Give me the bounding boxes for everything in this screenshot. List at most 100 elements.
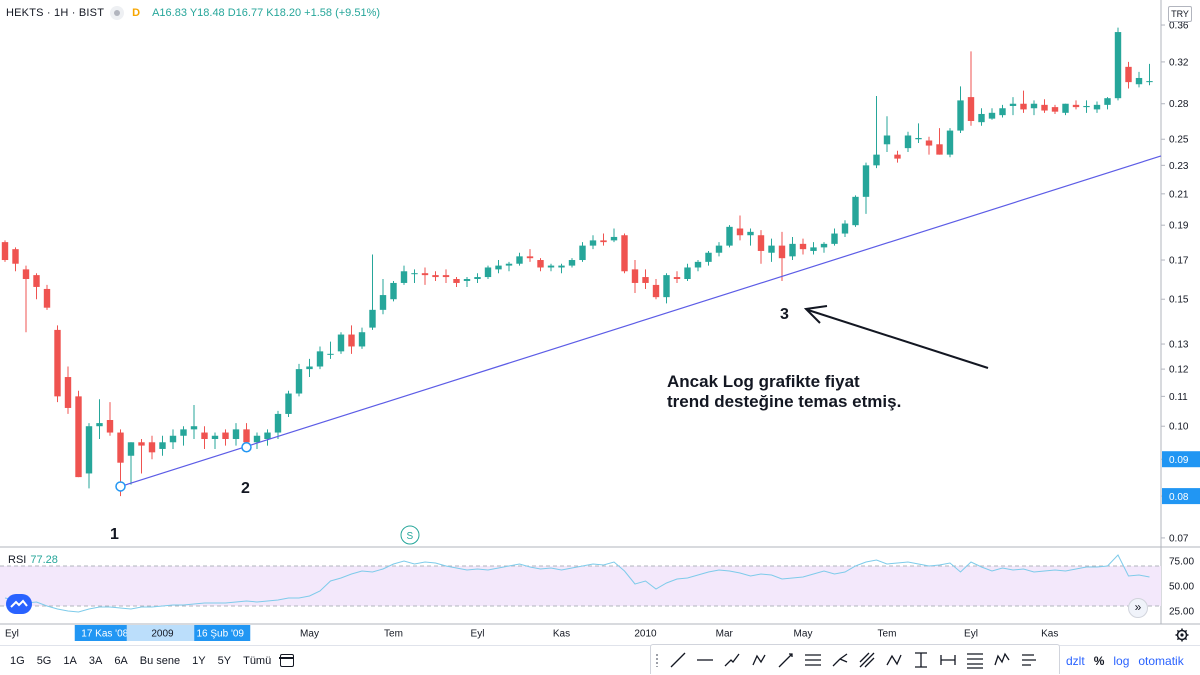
point-label-3: 3 [780, 306, 789, 323]
log-toggle[interactable]: log [1113, 654, 1130, 668]
brush-icon[interactable] [719, 648, 744, 672]
range-5y[interactable]: 5Y [217, 655, 232, 667]
candle-body [757, 235, 765, 251]
candle-body [159, 442, 166, 449]
candle-body [180, 429, 187, 436]
time-tick-label: Kas [1041, 629, 1058, 640]
candle-body [925, 140, 933, 146]
candle-body [778, 245, 786, 259]
pen-icon[interactable] [773, 648, 798, 672]
candle-body [936, 144, 943, 155]
range-5g[interactable]: 5G [36, 655, 52, 667]
scroll-right-button[interactable]: » [1128, 598, 1148, 618]
measure-icon[interactable] [935, 648, 960, 672]
candle-body [411, 273, 418, 275]
candle-body [841, 223, 849, 234]
price-tick-label: 0.19 [1169, 221, 1189, 232]
price-tick-label: 0.28 [1169, 99, 1189, 110]
range-bu-sene[interactable]: Bu sene [139, 655, 181, 667]
range-1g[interactable]: 1G [10, 655, 25, 667]
candle-body [915, 137, 922, 140]
candle-body [684, 267, 691, 280]
range-selector: 1G 5G 1A 3A 6A Bu sene 1Y 5Y Tümü [6, 646, 275, 675]
candle-body [358, 332, 366, 347]
adjust-toggle[interactable]: dzlt [1066, 654, 1085, 668]
gann-icon[interactable] [854, 648, 879, 672]
candle-body [369, 309, 376, 328]
calendar-icon[interactable] [279, 654, 294, 667]
candle-body [474, 277, 481, 280]
candle-body [1020, 103, 1027, 110]
candle-body [337, 334, 345, 352]
time-tick-label: Mar [716, 629, 734, 640]
time-tick-label: Eyl [964, 629, 978, 640]
drawing-toolbox [650, 644, 1060, 674]
trend-line-icon[interactable] [665, 648, 690, 672]
price-tick-label: 0.23 [1169, 161, 1189, 172]
candle-body [75, 396, 82, 478]
fib-icon[interactable] [962, 648, 987, 672]
price-chart[interactable]: 0.07 0.08 0.09 0.10 0.11 0.12 0.13 0.15 0.17 0.19… [0, 0, 1200, 645]
candle-body [862, 165, 870, 197]
pitchfork-icon[interactable] [827, 648, 852, 672]
candle-body [957, 100, 964, 131]
time-tick-label: Eyl [5, 629, 19, 640]
candle-body [106, 420, 114, 433]
candle-body [1083, 105, 1090, 108]
annotation-arrow-head [803, 305, 828, 324]
candle-body [316, 351, 324, 367]
time-tick-label: Tem [878, 629, 897, 640]
range-1a[interactable]: 1A [63, 655, 77, 667]
split-marker-label: S [407, 531, 414, 542]
range-tumu[interactable]: Tümü [243, 655, 272, 667]
pattern-icon[interactable] [881, 648, 906, 672]
range-3a[interactable]: 3A [88, 655, 103, 667]
symbol-label: HEKTS · 1H · BIST [6, 7, 105, 19]
candle-body [117, 432, 124, 463]
candle-body [463, 279, 471, 281]
prediction-icon[interactable] [1016, 648, 1041, 672]
candle-body [495, 265, 502, 270]
candle-body [348, 334, 355, 347]
percent-toggle[interactable]: % [1093, 654, 1105, 668]
point-label-1: 1 [110, 526, 119, 543]
candle-body [873, 154, 880, 166]
projection-icon[interactable] [908, 648, 933, 672]
time-tick-label: 2009 [151, 629, 174, 640]
candle-body [96, 423, 103, 427]
indicator-logo-icon[interactable] [6, 594, 32, 614]
candle-body [726, 226, 733, 246]
auto-toggle[interactable]: otomatik [1138, 654, 1184, 668]
drag-handle[interactable] [655, 653, 659, 667]
candle-body [1146, 81, 1153, 83]
candle-body [631, 269, 639, 283]
horizontal-ray-icon[interactable] [692, 648, 717, 672]
price-tick-label: 0.25 [1169, 135, 1189, 146]
trend-anchor [115, 481, 126, 492]
shapes-icon[interactable] [746, 648, 771, 672]
candle-body [547, 265, 555, 268]
candle-body [505, 263, 513, 266]
elliott-icon[interactable] [989, 648, 1014, 672]
range-6a[interactable]: 6A [114, 655, 128, 667]
channel-icon[interactable] [800, 648, 825, 672]
candle-body [264, 432, 271, 439]
delay-badge: D [132, 7, 141, 19]
candle-body [1125, 66, 1132, 83]
range-1y[interactable]: 1Y [192, 655, 206, 667]
price-tick-label: 0.36 [1169, 21, 1189, 32]
candle-body [694, 261, 702, 268]
gear-icon[interactable] [1175, 628, 1189, 642]
candle-body [988, 112, 996, 119]
eye-icon[interactable] [110, 6, 125, 20]
currency-badge[interactable]: TRY [1168, 6, 1192, 22]
price-tick-label: 0.07 [1169, 533, 1189, 544]
candle-body [621, 235, 628, 272]
trend-line [120, 155, 1162, 488]
candle-body [127, 442, 135, 456]
rsi-tick-label: 50.00 [1169, 582, 1194, 593]
price-badge [1162, 451, 1200, 468]
candle-body [537, 260, 544, 268]
candle-body [1030, 103, 1038, 109]
